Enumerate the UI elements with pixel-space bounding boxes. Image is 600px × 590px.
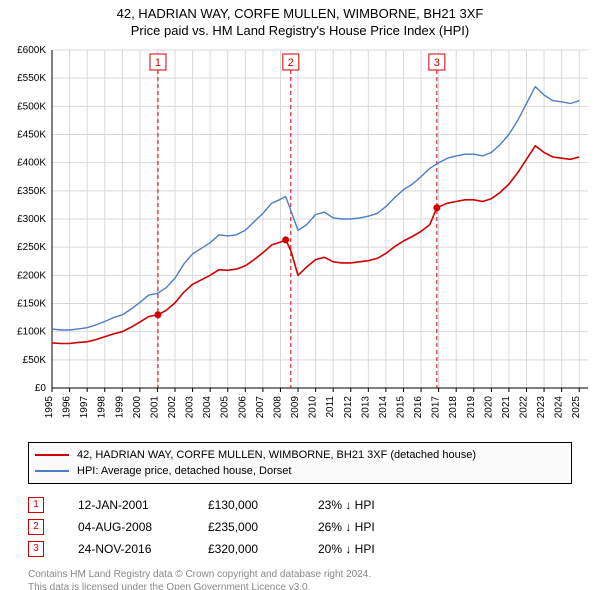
sale-row-diff: 20% ↓ HPI	[318, 542, 572, 556]
legend-swatch	[35, 454, 69, 456]
sale-point-marker	[433, 204, 440, 211]
x-tick-label: 2014	[378, 396, 389, 419]
x-tick-label: 2024	[554, 396, 565, 419]
sale-row-badge: 2	[28, 519, 44, 535]
legend-swatch	[35, 470, 69, 472]
x-tick-label: 2015	[395, 396, 406, 419]
footnote-line: Contains HM Land Registry data © Crown c…	[28, 568, 572, 581]
sale-marker-number: 3	[434, 57, 440, 69]
chart-area: £0 £50K £100K £150K £200K £250K £300K £350K £400…	[0, 42, 600, 436]
y-tick-label: £0	[35, 383, 47, 394]
sale-row-diff: 23% ↓ HPI	[318, 498, 572, 512]
x-tick-label: 1999	[114, 396, 125, 419]
y-tick-label: £600K	[17, 45, 46, 56]
footnote: Contains HM Land Registry data © Crown c…	[28, 568, 572, 590]
x-tick-label: 2006	[237, 396, 248, 419]
sale-row: 3 24-NOV-2016£320,00020% ↓ HPI	[28, 538, 572, 560]
sale-row-diff: 26% ↓ HPI	[318, 520, 572, 534]
y-tick-label: £250K	[17, 242, 46, 253]
x-tick-label: 2018	[448, 396, 459, 419]
y-tick-label: £100K	[17, 327, 46, 338]
x-tick-label: 2016	[413, 396, 424, 419]
x-tick-label: 2020	[483, 396, 494, 419]
sale-marker-number: 1	[155, 57, 161, 69]
x-tick-label: 2008	[272, 396, 283, 419]
x-tick-label: 1995	[44, 396, 55, 419]
y-tick-label: £150K	[17, 299, 46, 310]
x-tick-label: 2005	[220, 396, 231, 419]
legend-item: HPI: Average price, detached house, Dors…	[35, 463, 565, 479]
sale-marker-table: 1 12-JAN-2001£130,00023% ↓ HPI 2 04-AUG-200…	[28, 494, 572, 560]
sale-row-badge: 3	[28, 541, 44, 557]
sale-point-marker	[282, 236, 289, 243]
x-tick-label: 2011	[325, 396, 336, 418]
x-tick-label: 2021	[501, 396, 512, 419]
sale-row-badge: 1	[28, 497, 44, 513]
footnote-line: This data is licensed under the Open Gov…	[28, 581, 572, 590]
x-tick-label: 1996	[62, 396, 73, 419]
y-tick-label: £450K	[17, 130, 46, 141]
legend: 42, HADRIAN WAY, CORFE MULLEN, WIMBORNE,…	[28, 442, 572, 484]
x-tick-label: 1997	[79, 396, 90, 419]
x-tick-label: 2013	[360, 396, 371, 419]
x-tick-label: 2002	[167, 396, 178, 419]
chart-title-main: 42, HADRIAN WAY, CORFE MULLEN, WIMBORNE,…	[0, 0, 600, 21]
y-tick-label: £500K	[17, 101, 46, 112]
sale-row-date: 12-JAN-2001	[78, 498, 208, 512]
sale-row-price: £320,000	[208, 542, 318, 556]
y-tick-label: £200K	[17, 270, 46, 281]
sale-point-marker	[154, 311, 161, 318]
y-tick-label: £50K	[23, 355, 47, 366]
y-tick-label: £400K	[17, 158, 46, 169]
x-tick-label: 2004	[202, 396, 213, 419]
y-tick-label: £300K	[17, 214, 46, 225]
x-tick-label: 2007	[255, 396, 266, 419]
sale-row: 1 12-JAN-2001£130,00023% ↓ HPI	[28, 494, 572, 516]
chart-title-sub: Price paid vs. HM Land Registry's House …	[0, 21, 600, 42]
x-tick-label: 2001	[149, 396, 160, 419]
x-tick-label: 2025	[571, 396, 582, 419]
sale-marker-number: 2	[288, 57, 294, 69]
x-tick-label: 2009	[290, 396, 301, 419]
x-tick-label: 1998	[97, 396, 108, 419]
sale-row-price: £235,000	[208, 520, 318, 534]
x-tick-label: 2022	[518, 396, 529, 419]
x-tick-label: 2003	[185, 396, 196, 419]
sale-row-price: £130,000	[208, 498, 318, 512]
x-tick-label: 2019	[466, 396, 477, 419]
legend-item: 42, HADRIAN WAY, CORFE MULLEN, WIMBORNE,…	[35, 447, 565, 463]
x-tick-label: 2012	[343, 396, 354, 419]
sale-row-date: 04-AUG-2008	[78, 520, 208, 534]
sale-row-date: 24-NOV-2016	[78, 542, 208, 556]
y-tick-label: £550K	[17, 73, 46, 84]
legend-label: HPI: Average price, detached house, Dors…	[77, 465, 291, 477]
x-tick-label: 2023	[536, 396, 547, 419]
x-tick-label: 2010	[308, 396, 319, 419]
x-tick-label: 2017	[431, 396, 442, 419]
line-chart-svg: £0 £50K £100K £150K £200K £250K £300K £350K £400…	[0, 42, 600, 436]
legend-label: 42, HADRIAN WAY, CORFE MULLEN, WIMBORNE,…	[77, 449, 476, 461]
x-tick-label: 2000	[132, 396, 143, 419]
y-tick-label: £350K	[17, 186, 46, 197]
sale-row: 2 04-AUG-2008£235,00026% ↓ HPI	[28, 516, 572, 538]
